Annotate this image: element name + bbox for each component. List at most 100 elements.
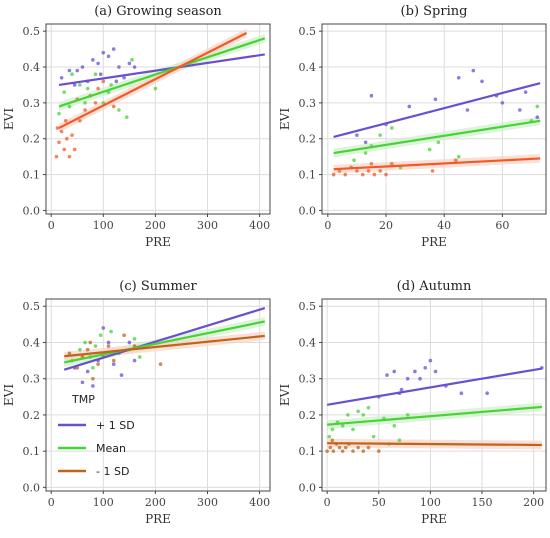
- fit-line-mean: [58, 37, 266, 108]
- y-tick-label: 0.4: [299, 336, 317, 349]
- panel-title: (b) Spring: [401, 4, 468, 19]
- panel-title: (c) Summer: [119, 279, 197, 294]
- y-tick-label: 0.5: [299, 300, 317, 313]
- data-point-mean: [330, 427, 335, 432]
- data-point-mean: [98, 333, 103, 338]
- data-point-mean: [363, 151, 368, 155]
- data-point-plus: [433, 97, 438, 102]
- data-point-minus: [430, 169, 435, 173]
- data-point-plus: [132, 65, 137, 69]
- y-tick-label: 0.0: [299, 204, 317, 217]
- data-point-minus: [62, 147, 67, 152]
- data-point-mean: [137, 355, 142, 359]
- data-point-minus_c: [85, 347, 90, 352]
- data-point-plus: [75, 68, 80, 73]
- data-point-minus: [67, 154, 72, 159]
- data-point-plus: [407, 104, 412, 109]
- data-point-mean: [62, 90, 67, 94]
- fit-line-minus_c: [64, 334, 265, 358]
- data-point-plus: [127, 61, 132, 66]
- data-point-plus: [405, 376, 410, 381]
- x-tick-label: 0: [48, 496, 55, 509]
- fit-line-minus: [58, 31, 248, 129]
- data-point-mean: [109, 83, 113, 87]
- data-point-plus: [106, 54, 111, 59]
- data-point-minus: [372, 172, 377, 177]
- x-tick-label: 200: [145, 219, 166, 232]
- x-tick-label: 20: [379, 219, 393, 232]
- legend: TMP+ 1 SD Mean - 1 SD: [58, 393, 135, 478]
- fit-line-minus: [333, 157, 541, 171]
- panel-1: 0 100 200 300 400 0.0 0.1 0.2 0.3 0.4 0.5 (a) Growi…: [2, 4, 271, 249]
- y-axis-label: EVI: [2, 384, 16, 406]
- data-point-minus: [454, 158, 458, 163]
- x-tick-label: 300: [197, 496, 218, 509]
- data-point-mean: [91, 366, 95, 370]
- y-tick-label: 0.4: [23, 61, 41, 74]
- data-point-mean: [153, 86, 158, 91]
- data-point-minus: [59, 129, 64, 134]
- data-point-minus: [378, 169, 382, 173]
- data-point-plus: [67, 68, 72, 73]
- data-point-mean: [371, 434, 376, 439]
- data-point-minus_c: [337, 445, 342, 450]
- data-point-plus: [535, 115, 540, 120]
- data-point-mean: [93, 344, 98, 348]
- data-point-mean: [78, 83, 82, 87]
- panel-4: 0 50 100 150 200 0.0 0.1 0.2 0.3 0.4 0.5 (d) Autumn…: [278, 279, 547, 526]
- data-point-plus: [523, 90, 528, 94]
- data-point-plus: [399, 387, 404, 392]
- x-axis-label: PRE: [421, 512, 447, 526]
- data-point-mean: [93, 72, 98, 76]
- y-tick-label: 0.2: [23, 133, 41, 146]
- data-point-minus_c: [331, 449, 336, 453]
- fit-line-plus: [326, 367, 543, 406]
- data-point-mean: [83, 340, 87, 345]
- y-tick-label: 0.4: [23, 336, 41, 349]
- data-point-minus: [337, 169, 342, 173]
- data-point-minus: [78, 118, 82, 123]
- data-point-plus: [485, 391, 489, 395]
- data-point-plus: [363, 140, 368, 145]
- data-point-minus_c: [330, 438, 335, 443]
- data-point-minus: [63, 118, 68, 123]
- data-point-minus: [384, 172, 388, 177]
- y-tick-label: 0.3: [23, 373, 41, 386]
- x-tick-label: 100: [420, 496, 441, 509]
- panel-2: 0 20 40 60 0.0 0.1 0.2 0.3 0.4 0.5 (b) Spring PRE EV…: [278, 4, 547, 249]
- data-point-plus: [119, 373, 124, 377]
- x-axis-label: PRE: [421, 235, 447, 249]
- y-tick-label: 0.1: [299, 169, 317, 182]
- data-point-plus: [80, 65, 85, 69]
- x-tick-label: 60: [495, 219, 509, 232]
- data-point-plus: [132, 358, 137, 363]
- data-point-minus: [54, 154, 59, 159]
- data-point-minus: [57, 140, 61, 145]
- x-tick-label: 200: [523, 496, 544, 509]
- fit-line-mean: [327, 405, 542, 426]
- data-point-mean: [378, 133, 382, 137]
- data-point-mean: [535, 104, 540, 109]
- data-point-mean: [392, 423, 397, 428]
- data-point-plus: [101, 50, 106, 55]
- data-point-minus: [343, 172, 348, 177]
- data-point-plus: [480, 79, 484, 84]
- y-tick-label: 0.2: [299, 133, 317, 146]
- data-point-minus_c: [158, 362, 163, 367]
- data-point-minus_c: [67, 351, 72, 356]
- data-point-mean: [101, 101, 106, 105]
- data-point-minus: [101, 79, 106, 84]
- y-tick-label: 0.2: [299, 409, 317, 422]
- data-point-minus_c: [325, 449, 329, 453]
- data-point-plus: [423, 366, 428, 370]
- plot-frame: [45, 23, 271, 215]
- data-point-minus: [72, 147, 77, 152]
- x-tick-label: 150: [472, 496, 493, 509]
- data-point-plus: [98, 72, 103, 76]
- y-tick-label: 0.0: [299, 481, 317, 494]
- data-point-minus: [55, 126, 60, 130]
- plot-frame: [321, 298, 547, 492]
- y-tick-label: 0.3: [299, 97, 317, 110]
- data-point-mean: [130, 58, 134, 62]
